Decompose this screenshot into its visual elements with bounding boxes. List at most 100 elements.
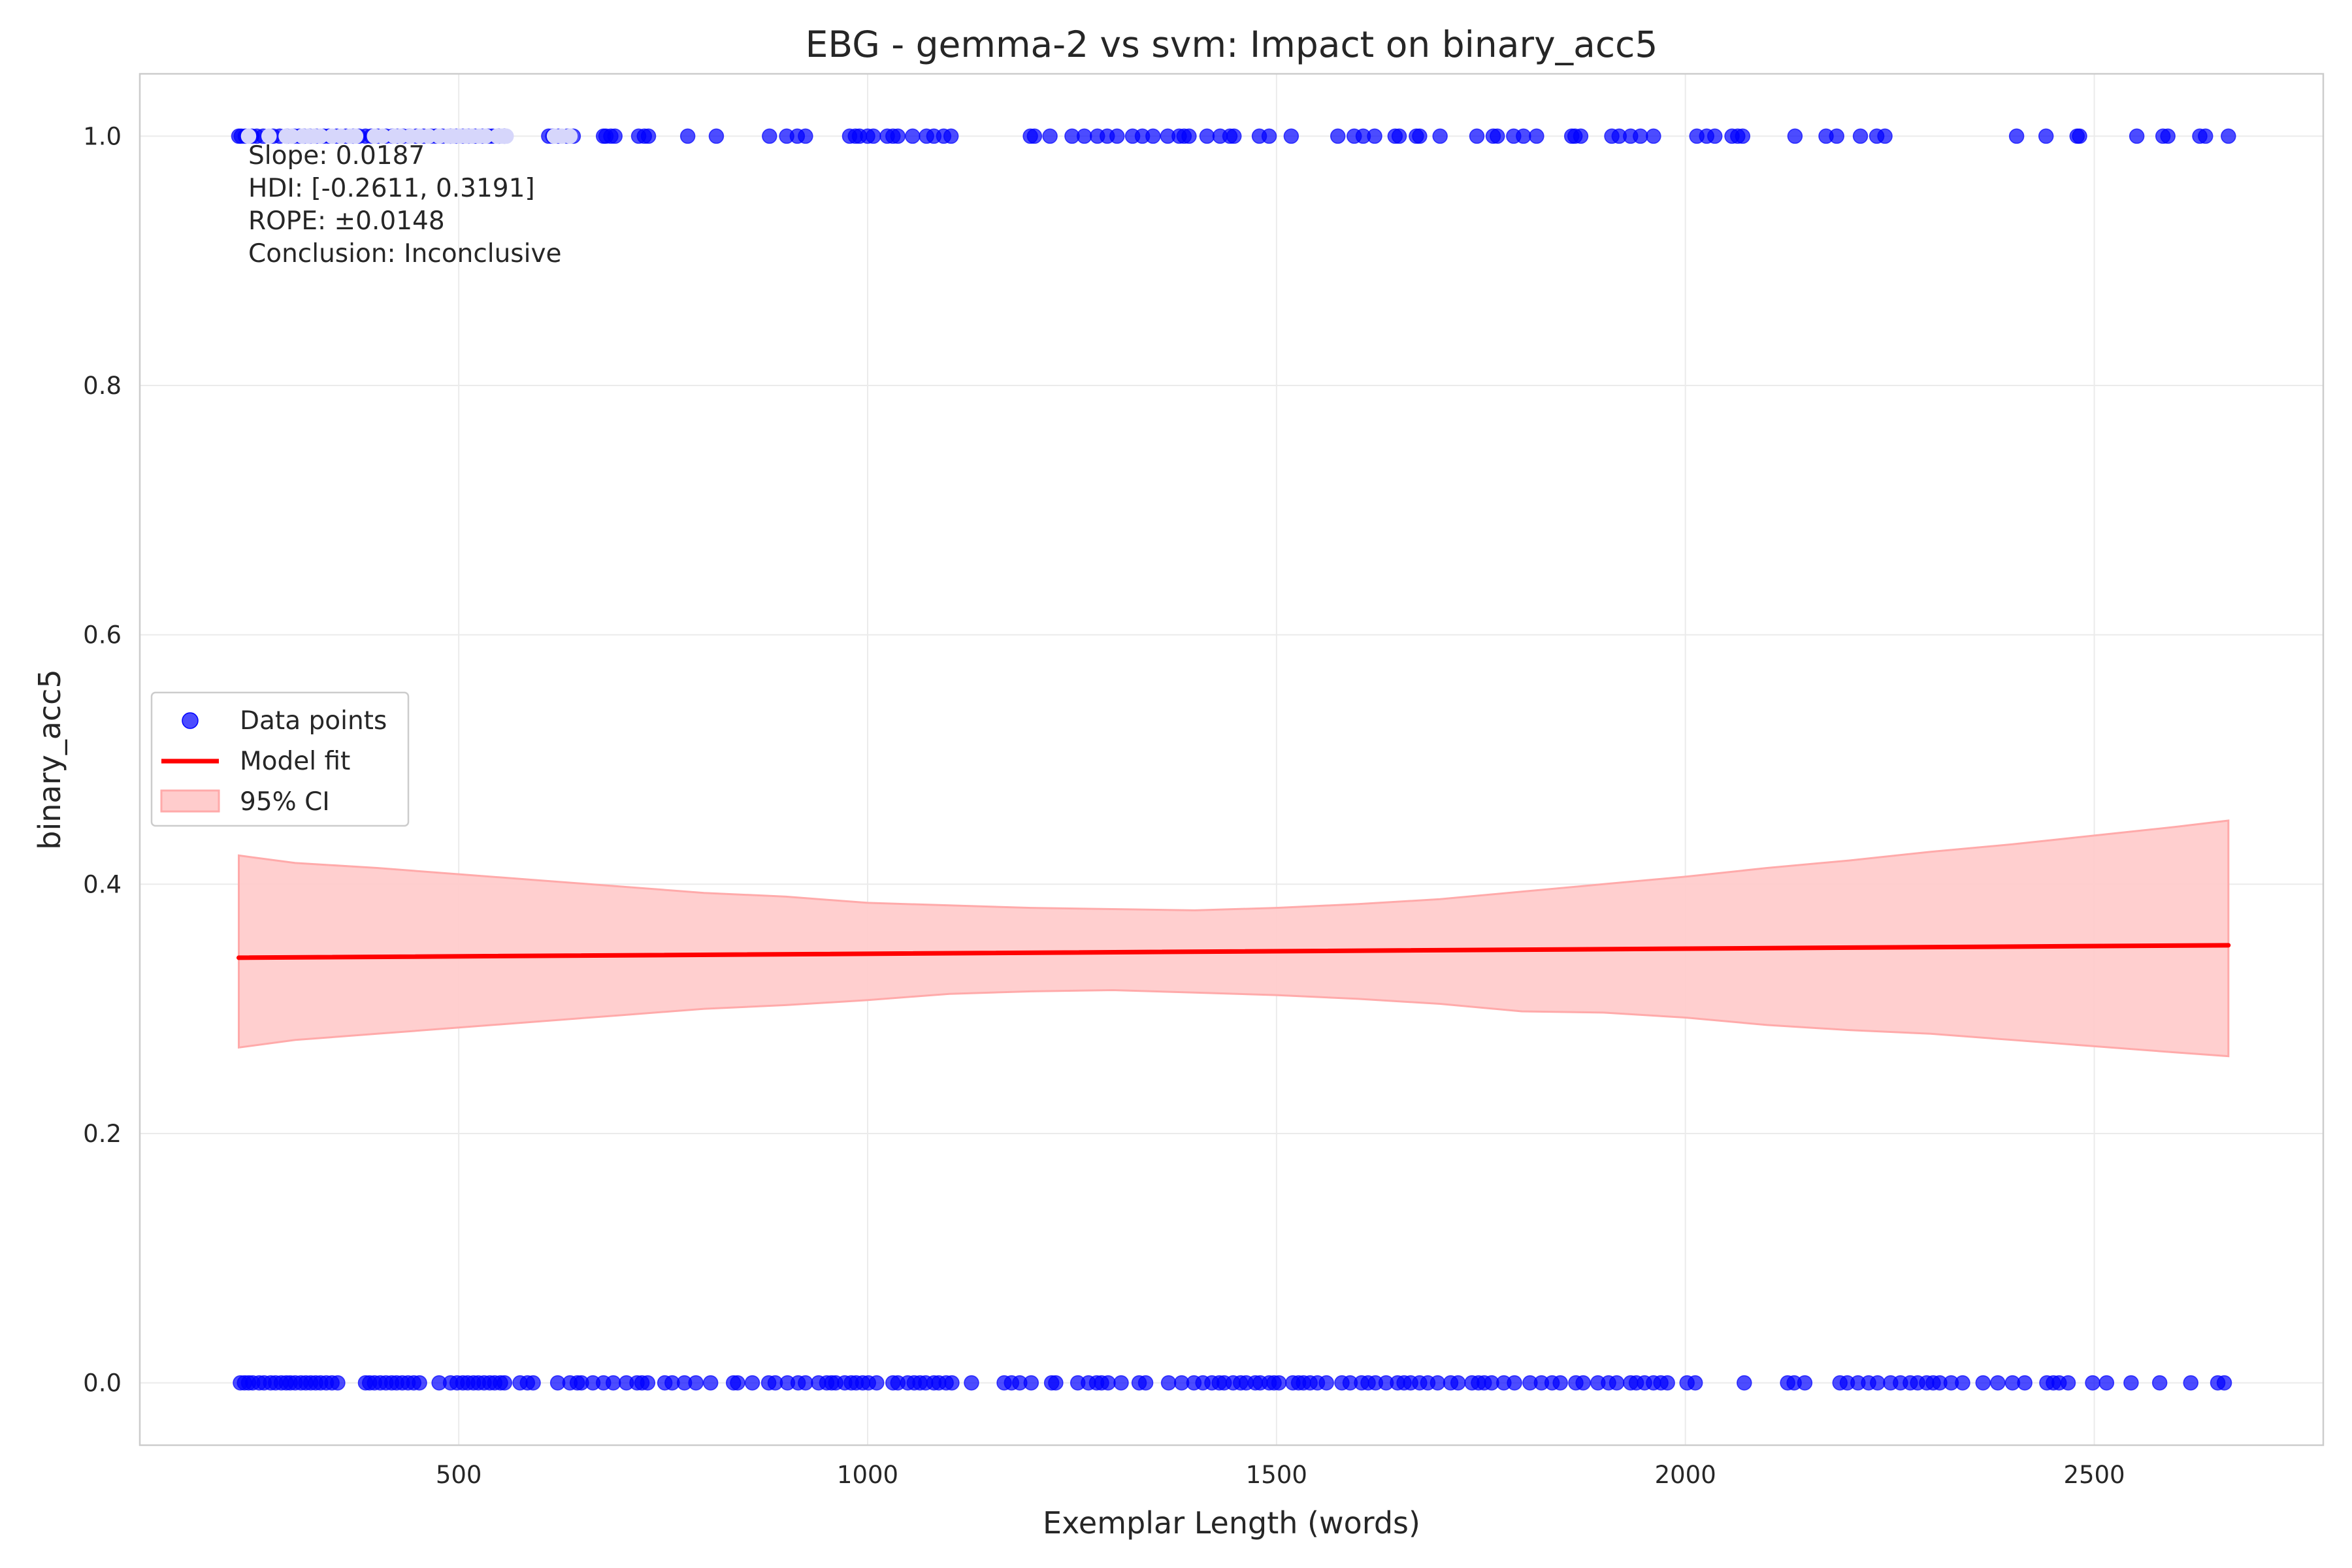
data-point	[1507, 1375, 1522, 1391]
data-point	[744, 1375, 760, 1391]
data-point	[525, 1375, 541, 1391]
data-point	[730, 1375, 745, 1391]
data-point	[1113, 1375, 1129, 1391]
data-point	[497, 1375, 513, 1391]
data-point	[2008, 128, 2025, 144]
data-point	[1516, 128, 1531, 144]
data-point	[1659, 1375, 1675, 1391]
data-point	[1283, 128, 1299, 144]
data-points-layer	[231, 128, 2236, 1391]
data-point	[330, 1375, 346, 1391]
data-point	[1870, 1375, 1886, 1391]
legend: Data points Model fit 95% CI	[150, 691, 410, 827]
data-point	[679, 128, 696, 144]
model-fit-layer	[236, 943, 2231, 960]
data-point	[1100, 1375, 1116, 1391]
data-point	[1330, 128, 1346, 144]
data-point	[2221, 128, 2236, 144]
annotation-rope: ROPE: ±0.0148	[248, 206, 445, 236]
data-point	[798, 1375, 813, 1391]
y-tick-label: 0.6	[83, 621, 122, 649]
legend-label-data-points: Data points	[240, 706, 387, 736]
data-point	[1226, 128, 1242, 144]
data-point	[1573, 128, 1589, 144]
data-point	[1787, 128, 1803, 144]
data-point	[1412, 128, 1428, 144]
data-point	[562, 128, 578, 144]
x-tick-label: 1000	[837, 1461, 898, 1489]
legend-marker-data-points	[182, 712, 199, 729]
data-point	[1450, 1375, 1466, 1391]
stats-annotation: Slope: 0.0187 HDI: [-0.2611, 0.3191] ROP…	[248, 141, 562, 269]
data-point	[702, 1375, 719, 1391]
data-point	[2129, 128, 2145, 144]
data-point	[2198, 128, 2213, 144]
data-point	[1797, 1375, 1813, 1391]
data-point	[2183, 1375, 2198, 1391]
y-tick-label: 0.2	[83, 1120, 122, 1148]
data-point	[640, 128, 657, 144]
data-point	[1877, 128, 1893, 144]
data-point	[1145, 128, 1161, 144]
legend-marker-ci	[160, 789, 220, 813]
data-point	[2123, 1375, 2139, 1391]
plot-frame	[139, 73, 2325, 1446]
data-point	[1076, 128, 1092, 144]
data-point	[1432, 128, 1448, 144]
data-point	[348, 128, 364, 144]
data-point	[1529, 128, 1544, 144]
data-point	[605, 1375, 621, 1391]
data-point	[1609, 1375, 1625, 1391]
data-point	[1199, 128, 1215, 144]
data-point	[240, 128, 257, 144]
data-point	[2038, 128, 2054, 144]
data-point	[2017, 1375, 2033, 1391]
data-point	[1429, 1375, 1446, 1391]
data-point	[1829, 128, 1844, 144]
y-tick-label: 0.4	[83, 870, 122, 898]
data-point	[869, 1375, 885, 1391]
y-axis-label: binary_acc5	[32, 669, 67, 850]
data-point	[866, 128, 881, 144]
data-point	[2160, 128, 2176, 144]
y-tick-label: 0.0	[83, 1369, 122, 1397]
x-tick-label: 500	[436, 1461, 482, 1489]
data-point	[1955, 1375, 1970, 1391]
data-point	[1575, 1375, 1591, 1391]
data-point	[1181, 128, 1197, 144]
data-point	[1852, 128, 1869, 144]
data-point	[1552, 1375, 1568, 1391]
annotation-conclusion: Conclusion: Inconclusive	[248, 239, 562, 269]
data-point	[607, 128, 623, 144]
data-point	[1023, 1375, 1039, 1391]
data-point	[688, 1375, 704, 1391]
data-point	[1990, 1375, 2006, 1391]
data-point	[944, 1375, 960, 1391]
data-point	[1737, 1375, 1752, 1391]
ci-band-layer	[238, 819, 2230, 1058]
data-point	[1975, 1375, 1991, 1391]
data-point	[1707, 128, 1723, 144]
y-tick-label: 1.0	[83, 122, 122, 150]
data-point	[2085, 1375, 2100, 1391]
data-point	[1261, 128, 1277, 144]
x-tick-label: 2000	[1655, 1461, 1716, 1489]
data-point	[943, 128, 959, 144]
data-point	[1048, 1375, 1064, 1391]
x-tick-label: 1500	[1246, 1461, 1307, 1489]
annotation-slope: Slope: 0.0187	[248, 141, 425, 171]
data-point	[1137, 1375, 1154, 1391]
data-point	[708, 128, 725, 144]
model-fit-line	[236, 943, 2231, 960]
data-point	[1687, 1375, 1703, 1391]
data-point	[2099, 1375, 2115, 1391]
data-point	[1160, 1375, 1177, 1391]
data-point	[2151, 1375, 2168, 1391]
annotation-hdi: HDI: [-0.2611, 0.3191]	[248, 174, 535, 203]
chart-title: EBG - gemma-2 vs svm: Impact on binary_a…	[806, 24, 1658, 65]
data-point	[1646, 128, 1661, 144]
data-point	[640, 1375, 656, 1391]
data-point	[890, 128, 906, 144]
data-point	[498, 128, 514, 144]
data-point	[2216, 1375, 2232, 1391]
